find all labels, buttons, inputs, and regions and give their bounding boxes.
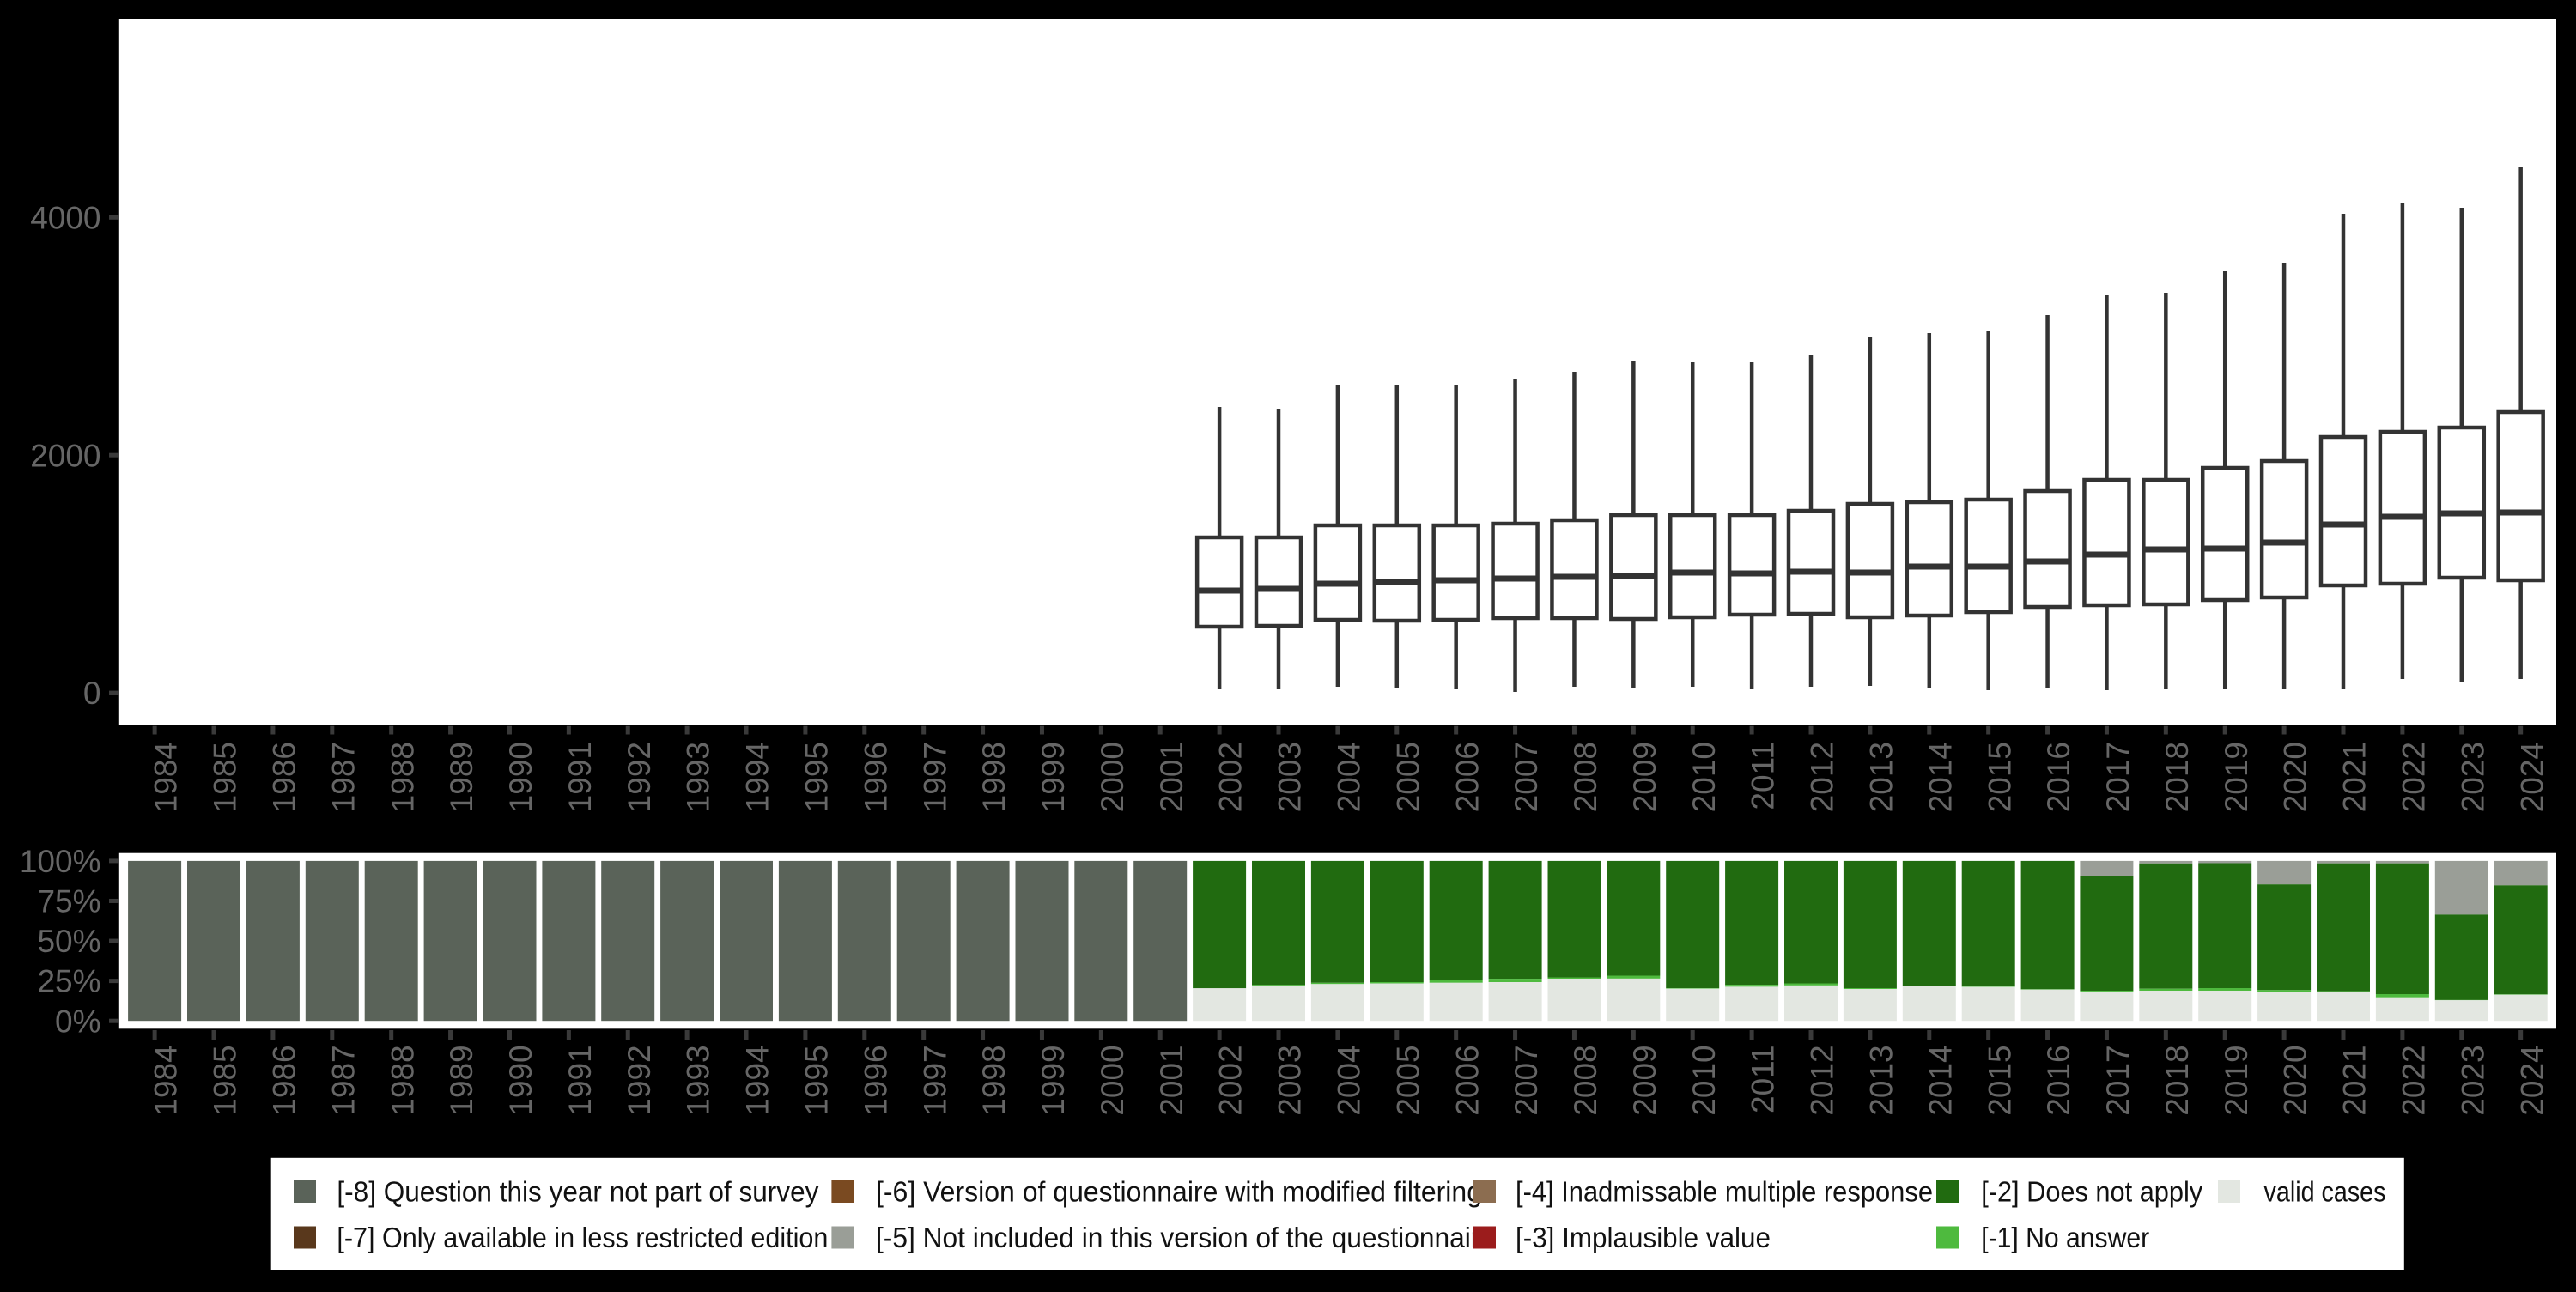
svg-text:[-1] No answer: [-1] No answer: [1981, 1222, 2149, 1253]
svg-text:1989: 1989: [444, 1045, 479, 1115]
svg-text:2000: 2000: [1095, 742, 1130, 812]
svg-text:2007: 2007: [1509, 1045, 1544, 1115]
svg-text:1991: 1991: [562, 742, 598, 812]
svg-text:2019: 2019: [2219, 1045, 2254, 1115]
svg-text:50%: 50%: [37, 924, 100, 959]
svg-text:2024: 2024: [2514, 742, 2549, 812]
svg-text:2015: 2015: [1982, 742, 2017, 812]
svg-text:2002: 2002: [1213, 742, 1249, 812]
svg-text:[-3] Implausible value: [-3] Implausible value: [1516, 1222, 1771, 1253]
svg-text:[-6] Version of questionnaire: [-6] Version of questionnaire with modif…: [876, 1176, 1482, 1208]
svg-text:2009: 2009: [1627, 1045, 1662, 1115]
svg-text:2017: 2017: [2100, 742, 2136, 812]
svg-text:2022: 2022: [2397, 1045, 2432, 1115]
svg-text:2010: 2010: [1686, 742, 1722, 812]
svg-text:[-7] Only available in less re: [-7] Only available in less restricted e…: [337, 1222, 828, 1253]
svg-text:2023: 2023: [2455, 1045, 2490, 1115]
svg-text:2003: 2003: [1273, 1045, 1308, 1115]
svg-text:1996: 1996: [858, 742, 893, 812]
svg-text:2015: 2015: [1982, 1045, 2017, 1115]
svg-text:75%: 75%: [37, 884, 100, 919]
svg-text:1985: 1985: [208, 742, 243, 812]
svg-text:1997: 1997: [917, 742, 952, 812]
svg-text:2013: 2013: [1864, 742, 1899, 812]
svg-text:2008: 2008: [1568, 742, 1603, 812]
svg-text:2001: 2001: [1154, 1045, 1189, 1115]
svg-text:2011: 2011: [1746, 1045, 1781, 1113]
svg-text:2002: 2002: [1213, 1045, 1249, 1115]
svg-text:2004: 2004: [1332, 1045, 1367, 1115]
svg-text:2011: 2011: [1746, 742, 1781, 810]
svg-text:1996: 1996: [858, 1045, 893, 1115]
svg-text:1988: 1988: [385, 742, 420, 812]
svg-text:0%: 0%: [55, 1004, 100, 1039]
svg-text:1989: 1989: [444, 742, 479, 812]
svg-text:valid cases: valid cases: [2264, 1176, 2386, 1208]
svg-text:2018: 2018: [2160, 1045, 2195, 1115]
svg-text:1984: 1984: [149, 1045, 184, 1115]
svg-text:1992: 1992: [622, 742, 657, 812]
svg-text:1998: 1998: [976, 742, 1012, 812]
svg-text:1984: 1984: [149, 742, 184, 812]
svg-text:2006: 2006: [1449, 1045, 1485, 1115]
svg-text:4000: 4000: [30, 200, 100, 235]
svg-text:2005: 2005: [1390, 742, 1425, 812]
svg-text:1990: 1990: [503, 1045, 538, 1115]
svg-text:1993: 1993: [681, 1045, 716, 1115]
svg-text:2012: 2012: [1805, 742, 1840, 812]
svg-text:1994: 1994: [740, 1045, 775, 1115]
svg-text:2018: 2018: [2160, 742, 2195, 812]
svg-text:[-8] Question this year not pa: [-8] Question this year not part of surv…: [337, 1176, 818, 1208]
svg-text:2006: 2006: [1449, 742, 1485, 812]
svg-text:2024: 2024: [2514, 1045, 2549, 1115]
svg-text:2019: 2019: [2219, 742, 2254, 812]
svg-text:2009: 2009: [1627, 742, 1662, 812]
svg-text:2020: 2020: [2278, 742, 2313, 812]
svg-text:1987: 1987: [325, 742, 361, 812]
svg-text:2021: 2021: [2337, 742, 2372, 812]
svg-text:[-5] Not included in this vers: [-5] Not included in this version of the…: [876, 1222, 1495, 1253]
svg-text:1990: 1990: [503, 742, 538, 812]
svg-text:2001: 2001: [1154, 742, 1189, 812]
svg-text:0: 0: [83, 676, 101, 711]
svg-text:2020: 2020: [2278, 1045, 2313, 1115]
svg-text:1999: 1999: [1036, 742, 1071, 812]
svg-text:2000: 2000: [1095, 1045, 1130, 1115]
svg-text:2016: 2016: [2041, 1045, 2076, 1115]
svg-text:1999: 1999: [1036, 1045, 1071, 1115]
svg-text:2021: 2021: [2337, 1045, 2372, 1115]
svg-text:2007: 2007: [1509, 742, 1544, 812]
svg-text:1986: 1986: [267, 1045, 302, 1115]
svg-text:100%: 100%: [20, 844, 101, 879]
svg-text:2004: 2004: [1332, 742, 1367, 812]
svg-text:2005: 2005: [1390, 1045, 1425, 1115]
svg-text:1997: 1997: [917, 1045, 952, 1115]
svg-text:2003: 2003: [1273, 742, 1308, 812]
svg-text:1988: 1988: [385, 1045, 420, 1115]
svg-text:1998: 1998: [976, 1045, 1012, 1115]
svg-text:2008: 2008: [1568, 1045, 1603, 1115]
svg-text:2016: 2016: [2041, 742, 2076, 812]
svg-text:1992: 1992: [622, 1045, 657, 1115]
svg-text:2010: 2010: [1686, 1045, 1722, 1115]
svg-text:1995: 1995: [799, 742, 835, 812]
svg-text:1994: 1994: [740, 742, 775, 812]
svg-text:1993: 1993: [681, 742, 716, 812]
svg-text:2023: 2023: [2455, 742, 2490, 812]
svg-text:2014: 2014: [1923, 1045, 1958, 1115]
svg-text:2014: 2014: [1923, 742, 1958, 812]
svg-text:1985: 1985: [208, 1045, 243, 1115]
svg-text:[-4] Inadmissable multiple res: [-4] Inadmissable multiple response: [1516, 1176, 1933, 1208]
svg-text:2022: 2022: [2397, 742, 2432, 812]
svg-text:25%: 25%: [37, 964, 100, 999]
svg-text:2017: 2017: [2100, 1045, 2136, 1115]
svg-text:[-2] Does not apply: [-2] Does not apply: [1981, 1176, 2202, 1208]
svg-text:2012: 2012: [1805, 1045, 1840, 1115]
svg-text:1986: 1986: [267, 742, 302, 812]
svg-text:1987: 1987: [325, 1045, 361, 1115]
svg-text:2000: 2000: [30, 438, 100, 473]
svg-text:1991: 1991: [562, 1045, 598, 1115]
svg-text:2013: 2013: [1864, 1045, 1899, 1115]
svg-text:1995: 1995: [799, 1045, 835, 1115]
